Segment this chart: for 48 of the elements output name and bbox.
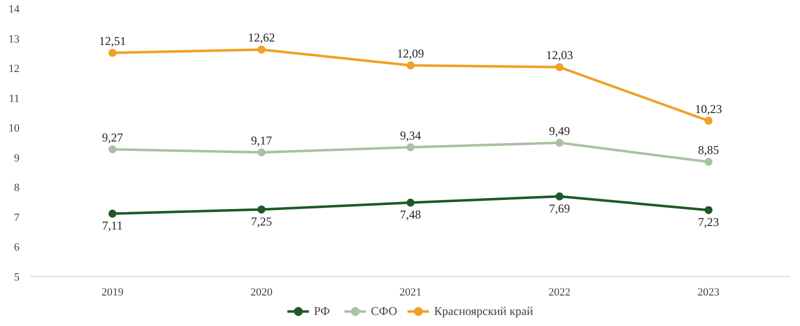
point bbox=[406, 61, 414, 70]
x-tick-label: 2021 bbox=[400, 286, 422, 298]
y-tick-label: 9 bbox=[14, 152, 20, 164]
y-tick-label: 8 bbox=[14, 182, 20, 194]
data-label: 9,27 bbox=[102, 130, 123, 144]
y-tick-label: 14 bbox=[8, 4, 20, 16]
point bbox=[704, 158, 713, 166]
data-label: 7,11 bbox=[102, 218, 123, 233]
legend-label: Красноярский край bbox=[434, 304, 534, 318]
data-label: 9,49 bbox=[549, 124, 570, 138]
point bbox=[556, 63, 564, 72]
point bbox=[108, 210, 116, 218]
point bbox=[108, 48, 116, 57]
x-tick-label: 2022 bbox=[548, 286, 571, 298]
point bbox=[108, 145, 116, 154]
data-label: 7,23 bbox=[698, 215, 720, 230]
legend-label: СФО bbox=[370, 304, 398, 318]
data-label: 7,69 bbox=[549, 201, 570, 216]
data-label: 10,23 bbox=[695, 102, 722, 116]
data-label: 12,51 bbox=[98, 34, 126, 48]
point bbox=[257, 148, 266, 156]
data-label: 12,09 bbox=[397, 46, 424, 60]
data-label: 9,34 bbox=[400, 128, 421, 142]
point bbox=[704, 116, 713, 125]
x-tick-label: 2019 bbox=[101, 286, 124, 298]
data-label: 12,62 bbox=[248, 30, 275, 45]
data-label: 9,17 bbox=[250, 133, 272, 148]
data-label: 7,25 bbox=[250, 214, 272, 228]
point bbox=[406, 143, 414, 152]
point bbox=[257, 206, 266, 214]
point bbox=[704, 206, 713, 214]
y-tick-label: 12 bbox=[8, 63, 20, 76]
point bbox=[406, 198, 414, 207]
data-label: 7,48 bbox=[400, 208, 421, 222]
y-tick-label: 13 bbox=[8, 33, 20, 46]
point bbox=[556, 138, 564, 147]
x-tick-label: 2023 bbox=[698, 286, 720, 298]
data-label: 12,03 bbox=[546, 48, 574, 62]
data-label: 8,85 bbox=[698, 142, 720, 157]
y-tick-label: 10 bbox=[8, 122, 20, 135]
point bbox=[257, 46, 266, 54]
y-tick-label: 11 bbox=[8, 92, 20, 105]
point bbox=[556, 192, 564, 200]
legend-label: РФ bbox=[314, 304, 331, 318]
y-tick-label: 7 bbox=[14, 212, 20, 224]
y-tick-label: 5 bbox=[14, 272, 20, 284]
y-tick-label: 6 bbox=[14, 242, 20, 254]
x-tick-label: 2020 bbox=[250, 286, 273, 298]
